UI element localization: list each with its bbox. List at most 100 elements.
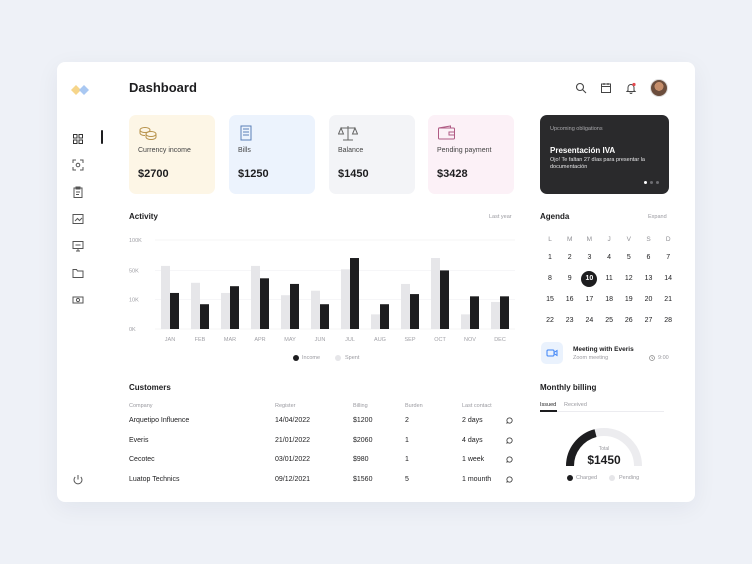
calendar-day[interactable]: 7: [666, 254, 671, 261]
carousel-dot[interactable]: [650, 181, 653, 184]
cash-icon[interactable]: [72, 294, 84, 306]
weekday-label: S: [646, 236, 651, 243]
carousel-dot[interactable]: [656, 181, 659, 184]
calendar-day[interactable]: 4: [607, 254, 612, 261]
calendar-day[interactable]: 26: [624, 317, 633, 324]
agenda-title: Agenda: [540, 212, 570, 221]
x-tick-label: SEP: [404, 337, 415, 343]
column-header[interactable]: Burden: [405, 403, 423, 409]
column-header[interactable]: Billing: [353, 403, 368, 409]
bell-icon[interactable]: [625, 82, 637, 94]
bar-spent: [281, 295, 290, 329]
table-row[interactable]: Luatop Technics 09/12/2021 $1560 5 1 mounth: [129, 472, 519, 488]
folder-icon[interactable]: [72, 267, 84, 279]
calendar-day[interactable]: 19: [624, 296, 633, 303]
stat-card-balance[interactable]: Balance $1450: [329, 115, 415, 194]
calendar-day[interactable]: 13: [644, 275, 653, 282]
monitor-icon[interactable]: [72, 240, 84, 252]
stat-card-currency-income[interactable]: Currency income $2700: [129, 115, 215, 194]
meeting-title[interactable]: Meeting with Everis: [573, 346, 634, 353]
calendar-day[interactable]: 2: [567, 254, 572, 261]
tab-issued[interactable]: Issued: [540, 402, 557, 408]
carousel-dot-active[interactable]: [644, 181, 647, 184]
calendar-day[interactable]: 21: [664, 296, 673, 303]
calendar-day[interactable]: 18: [605, 296, 613, 303]
column-header[interactable]: Register: [275, 403, 296, 409]
billing-tab-indicator: [540, 410, 557, 412]
video-camera-icon: [546, 349, 558, 357]
table-cell: 14/04/2022: [275, 417, 311, 424]
legend-income-swatch: [293, 355, 299, 361]
calendar-day-selected[interactable]: 10: [581, 271, 598, 287]
calendar-day[interactable]: 14: [664, 275, 673, 282]
legend-spent-label: Spent: [345, 355, 360, 361]
table-row[interactable]: Arquetipo Influence 14/04/2022 $1200 2 2 day…: [129, 413, 519, 429]
billing-gauge: [566, 428, 642, 467]
table-row[interactable]: Everis 21/01/2022 $2060 1 4 days: [129, 433, 519, 449]
calendar-day[interactable]: 17: [585, 296, 594, 303]
calendar-day[interactable]: 3: [587, 254, 592, 261]
calendar-day[interactable]: 5: [626, 254, 631, 261]
bar-income: [200, 304, 209, 329]
chat-icon[interactable]: [506, 417, 513, 424]
calendar-day[interactable]: 6: [646, 254, 651, 261]
y-tick-label: 0K: [129, 327, 136, 333]
table-cell: 5: [405, 475, 409, 483]
bar-income: [380, 304, 389, 329]
power-icon[interactable]: [72, 474, 84, 486]
meeting-time: 9:00: [658, 355, 669, 361]
calendar-day[interactable]: 8: [548, 275, 552, 282]
bar-income: [290, 283, 299, 329]
chat-icon[interactable]: [506, 437, 513, 444]
activity-period[interactable]: Last year: [489, 214, 512, 220]
calendar-day[interactable]: 27: [644, 317, 653, 324]
agenda-expand[interactable]: Expand: [648, 214, 667, 220]
calendar-day[interactable]: 28: [664, 317, 673, 324]
table-cell: 4 days: [462, 436, 483, 444]
calendar-day[interactable]: 22: [546, 317, 554, 324]
calendar-day[interactable]: 24: [585, 317, 594, 324]
chat-icon[interactable]: [506, 476, 513, 483]
calendar-day[interactable]: 15: [546, 296, 554, 303]
table-cell: Arquetipo Influence: [129, 417, 190, 424]
calendar-icon[interactable]: [600, 82, 612, 94]
stat-card-bills[interactable]: Bills $1250: [229, 115, 315, 194]
nav-active-indicator: [101, 130, 103, 144]
bar-income: [470, 296, 479, 329]
calendar-day[interactable]: 1: [548, 254, 552, 261]
obligations-card[interactable]: Upcoming obligations Presentación IVA Oj…: [540, 115, 669, 194]
x-tick-label: APR: [254, 337, 265, 343]
table-cell: Cecotec: [129, 456, 155, 464]
bar-spent: [251, 265, 260, 329]
tab-received[interactable]: Received: [564, 402, 587, 408]
clipboard-icon[interactable]: [72, 186, 84, 198]
chart-icon[interactable]: [72, 213, 84, 225]
receipt-icon: [240, 125, 252, 141]
stat-label: Pending payment: [437, 147, 492, 154]
table-cell: $1560: [353, 475, 373, 483]
calendar-day[interactable]: 11: [605, 275, 613, 282]
calendar-day[interactable]: 23: [565, 317, 574, 324]
column-header[interactable]: Company: [129, 403, 153, 409]
bar-income: [500, 296, 509, 329]
scan-icon[interactable]: [72, 159, 84, 171]
calendar-day[interactable]: 12: [624, 275, 633, 282]
calendar-day[interactable]: 20: [644, 296, 653, 303]
table-row[interactable]: Cecotec 03/01/2022 $980 1 1 week: [129, 452, 519, 468]
calendar-day[interactable]: 9: [567, 275, 572, 282]
x-tick-label: JAN: [165, 337, 175, 343]
bar-spent: [461, 314, 470, 329]
calendar-day[interactable]: 25: [605, 317, 613, 324]
x-tick-label: JUL: [345, 337, 355, 343]
grid-icon[interactable]: [72, 133, 84, 145]
bar-spent: [401, 283, 410, 329]
stat-label: Bills: [238, 147, 251, 154]
stat-card-pending-payment[interactable]: Pending payment $3428: [428, 115, 514, 194]
search-icon[interactable]: [575, 82, 587, 94]
column-header[interactable]: Last contact: [462, 403, 492, 409]
calendar-day[interactable]: 16: [565, 296, 574, 303]
chat-icon[interactable]: [506, 456, 513, 463]
avatar[interactable]: [650, 79, 668, 97]
stat-label: Balance: [338, 147, 364, 154]
billing-total-value: $1450: [587, 453, 621, 467]
